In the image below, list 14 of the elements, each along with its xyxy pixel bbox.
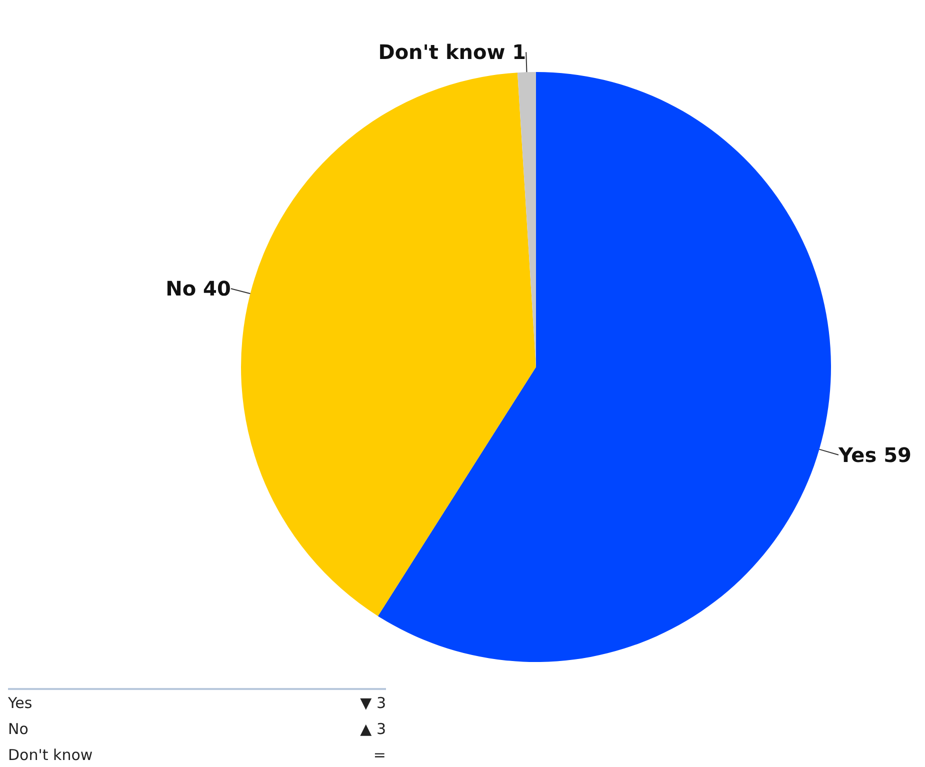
data-label: 40: [203, 276, 231, 301]
category-label: Don't know: [8, 746, 93, 764]
slice-label: Don't know: [378, 40, 506, 64]
text: =: [373, 746, 386, 764]
slice-label: Yes: [838, 442, 877, 467]
slice-label: No: [166, 276, 196, 301]
text: ▲ 3: [360, 720, 386, 738]
category-label: Yes: [8, 694, 32, 712]
category-label: No: [8, 720, 28, 738]
data-label: 59: [884, 442, 912, 467]
pie-slice: [378, 72, 831, 662]
text: ▼ 3: [360, 694, 386, 712]
pie-slice: [241, 72, 536, 616]
data-label: 1: [512, 40, 526, 64]
